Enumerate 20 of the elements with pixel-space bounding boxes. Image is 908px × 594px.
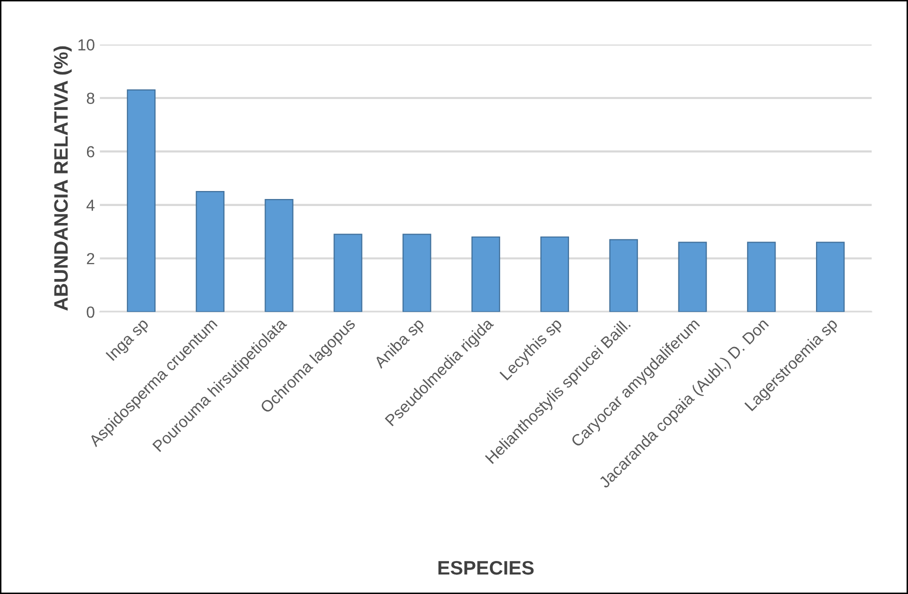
y-tick-label: 2	[86, 253, 94, 264]
bar	[678, 242, 707, 312]
y-tick-label: 0	[86, 306, 94, 318]
x-axis-title: ESPECIES	[438, 560, 534, 575]
y-tick-label: 6	[86, 146, 94, 158]
bar	[816, 242, 845, 312]
y-tick-label: 8	[86, 92, 94, 104]
x-tick-label: Inga sp	[106, 318, 152, 364]
bar	[402, 234, 432, 312]
bar	[471, 236, 500, 312]
y-tick-label: 4	[86, 200, 95, 211]
bar	[196, 191, 224, 312]
y-axis-title: ABUNDANCIA RELATIVA (%)	[54, 46, 72, 311]
y-tick-label: 10	[78, 39, 94, 50]
bar	[747, 242, 776, 312]
bar	[540, 236, 570, 312]
bar	[126, 89, 156, 312]
bar	[334, 234, 362, 312]
bar	[609, 239, 638, 312]
bar	[264, 199, 294, 312]
